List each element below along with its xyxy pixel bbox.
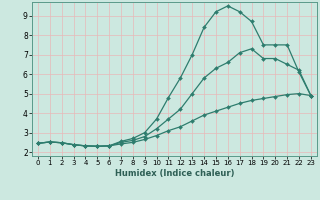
X-axis label: Humidex (Indice chaleur): Humidex (Indice chaleur) <box>115 169 234 178</box>
